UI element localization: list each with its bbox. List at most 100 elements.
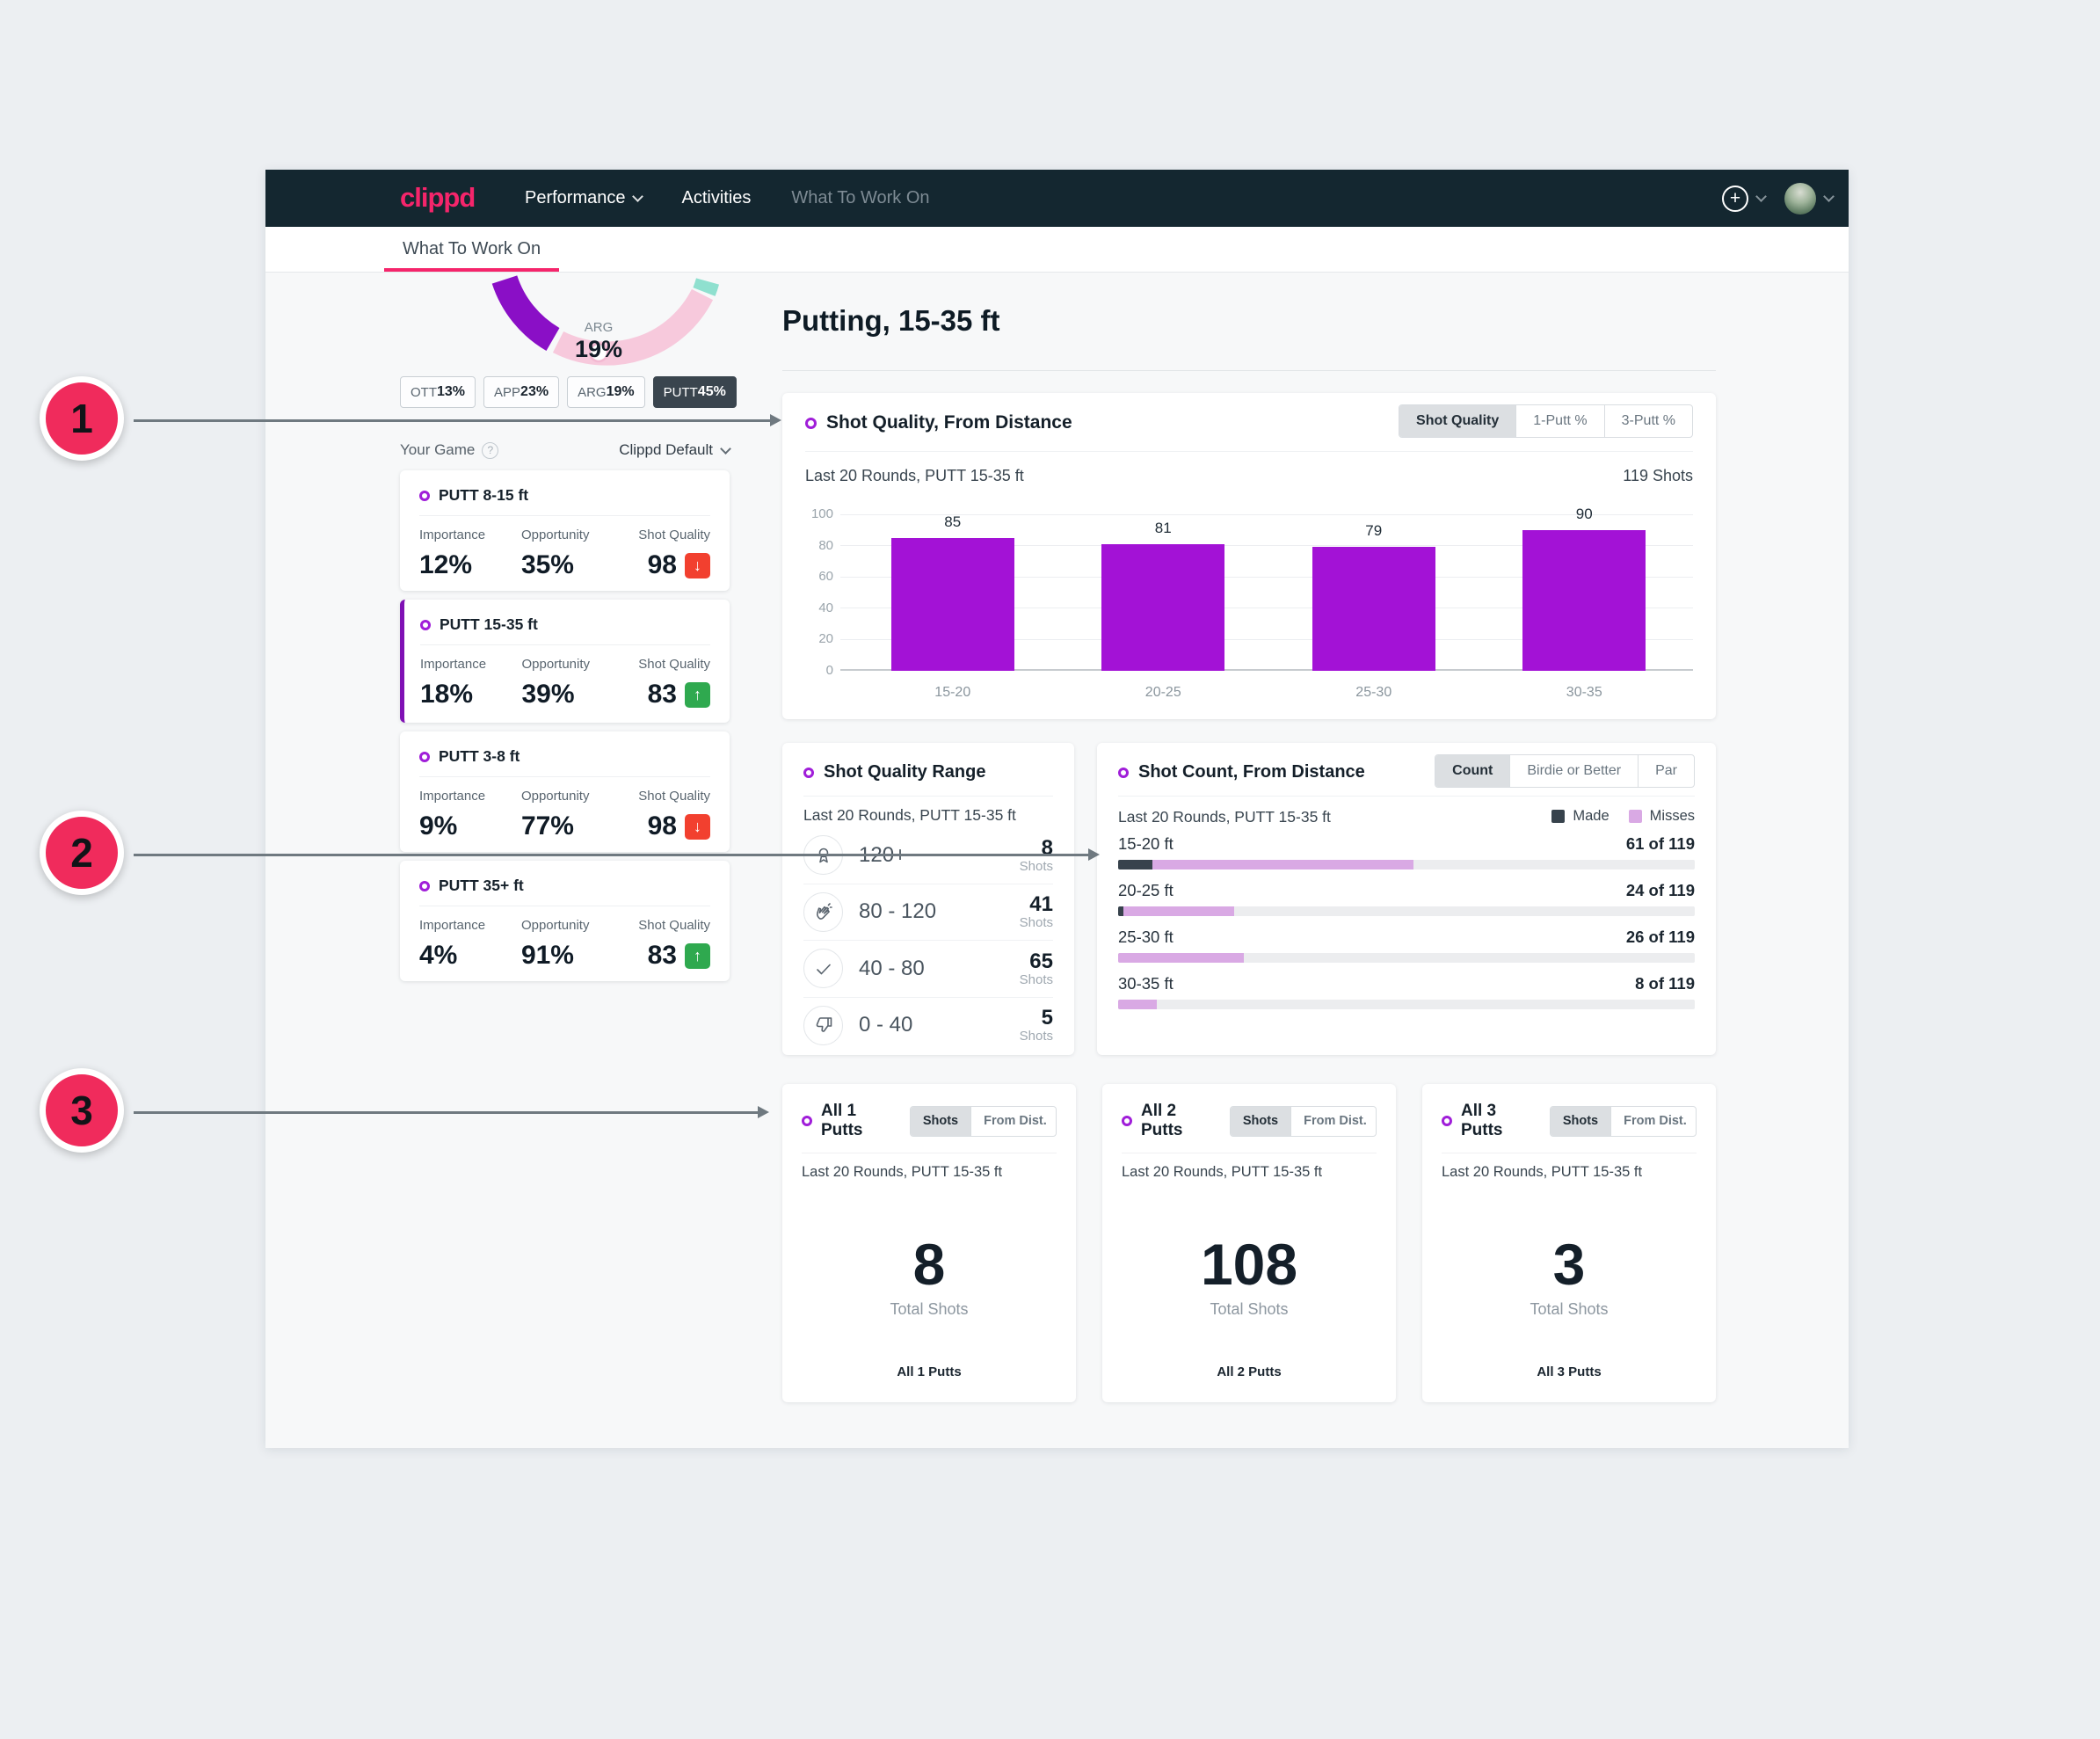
category-chip[interactable]: PUTT 45% bbox=[652, 376, 737, 408]
range-unit: Shots bbox=[1019, 915, 1053, 931]
annotation-badge-1: 1 bbox=[40, 376, 124, 461]
y-tick-label: 100 bbox=[810, 506, 833, 521]
nav-right-group: + bbox=[1722, 170, 1835, 227]
importance-label: Importance bbox=[420, 657, 487, 672]
chevron-down-icon bbox=[720, 442, 731, 455]
card-header: PUTT 3-8 ft bbox=[419, 747, 710, 766]
opportunity-label: Opportunity bbox=[520, 789, 590, 804]
shot-quality-value: 83 bbox=[647, 941, 677, 970]
card-title: All 1 Putts bbox=[821, 1102, 863, 1139]
category-chips: OTT 13% APP 23% ARG 19% PUTT 45% bbox=[400, 376, 737, 408]
y-tick-label: 20 bbox=[818, 631, 833, 647]
total-shots-value: 8 bbox=[912, 1232, 946, 1297]
add-icon[interactable]: + bbox=[1722, 185, 1748, 212]
chip-label: PUTT bbox=[663, 384, 698, 400]
putt-category-card[interactable]: PUTT 35+ ft Importance 4% Opportunity 91… bbox=[400, 861, 730, 981]
gridline bbox=[840, 545, 1693, 547]
chip-value: 19% bbox=[606, 384, 635, 399]
putt-category-card[interactable]: PUTT 8-15 ft Importance 12% Opportunity … bbox=[400, 470, 730, 591]
gauge-purple-segment bbox=[491, 274, 560, 351]
importance-value: 9% bbox=[419, 811, 458, 840]
x-tick-label: 20-25 bbox=[1144, 685, 1181, 700]
card-title: PUTT 8-15 ft bbox=[439, 486, 529, 504]
card-subtitle: Last 20 Rounds, PUTT 15-35 ft bbox=[805, 467, 1024, 484]
chip-value: 13% bbox=[437, 384, 466, 399]
range-count: 65 bbox=[1029, 949, 1053, 973]
sub-tabbar: What To Work On bbox=[265, 227, 1849, 273]
card-title: All 2 Putts bbox=[1141, 1102, 1183, 1139]
card-title: Shot Quality, From Distance bbox=[826, 412, 1072, 433]
category-chip[interactable]: OTT 13% bbox=[400, 376, 476, 408]
range-unit: Shots bbox=[1019, 1029, 1053, 1044]
shot-count-row: 15-20 ft 61 of 119 bbox=[1118, 834, 1695, 870]
shot-quality-value: 98 bbox=[647, 550, 677, 579]
total-shots-value: 108 bbox=[1200, 1232, 1298, 1297]
tab-from-dist-[interactable]: From Dist. bbox=[1610, 1106, 1696, 1136]
tab-group: Shots From Dist. bbox=[1549, 1105, 1697, 1137]
misses-bar-segment bbox=[1152, 860, 1414, 870]
nav-items: Performance Activities What To Work On bbox=[525, 170, 930, 227]
card-subtitle: Last 20 Rounds, PUTT 15-35 ft bbox=[803, 806, 1016, 824]
trend-arrow-icon: ↑ bbox=[685, 942, 710, 969]
range-label: 0 - 40 bbox=[859, 1013, 913, 1037]
shot-quality-label: Shot Quality bbox=[638, 789, 710, 804]
range-label: 40 - 80 bbox=[859, 956, 925, 980]
avatar[interactable] bbox=[1784, 182, 1816, 215]
bar-value-label: 81 bbox=[1154, 519, 1172, 536]
total-shots-label: Total Shots bbox=[890, 1300, 969, 1318]
tab-from-dist-[interactable]: From Dist. bbox=[1290, 1106, 1376, 1136]
count-value: 61 of 119 bbox=[1625, 834, 1695, 853]
chip-value: 23% bbox=[520, 384, 549, 399]
putt-category-card[interactable]: PUTT 3-8 ft Importance 9% Opportunity 77… bbox=[400, 731, 730, 852]
chevron-down-icon[interactable] bbox=[1755, 191, 1767, 202]
trend-arrow-icon: ↓ bbox=[685, 552, 710, 578]
card-header: PUTT 35+ ft bbox=[419, 877, 710, 895]
x-tick-label: 15-20 bbox=[934, 685, 971, 700]
tab-birdie-or-better[interactable]: Birdie or Better bbox=[1509, 755, 1638, 787]
x-tick-label: 30-35 bbox=[1566, 685, 1602, 700]
tab-shots[interactable]: Shots bbox=[1550, 1106, 1611, 1136]
chevron-down-icon[interactable] bbox=[1823, 191, 1835, 202]
gauge-value: 19% bbox=[574, 336, 623, 362]
opportunity-value: 91% bbox=[520, 941, 574, 970]
nav-item[interactable]: Performance bbox=[525, 188, 643, 208]
shot-quality-range-card: Shot Quality Range Last 20 Rounds, PUTT … bbox=[782, 743, 1074, 1055]
clippd-logo[interactable]: clippd bbox=[400, 182, 476, 213]
gridline bbox=[840, 576, 1693, 578]
category-chip[interactable]: APP 23% bbox=[483, 376, 560, 408]
tab-from-dist-[interactable]: From Dist. bbox=[970, 1106, 1056, 1136]
help-icon[interactable]: ? bbox=[482, 441, 499, 459]
misses-legend-swatch bbox=[1628, 810, 1642, 823]
chip-label: APP bbox=[494, 384, 521, 400]
card-title: PUTT 35+ ft bbox=[439, 877, 524, 894]
made-legend-label: Made bbox=[1573, 808, 1610, 824]
nav-item[interactable]: Activities bbox=[682, 188, 752, 208]
range-count: 8 bbox=[1041, 835, 1053, 860]
y-tick-label: 0 bbox=[825, 663, 833, 678]
quality-range-row: 80 - 120 41 Shots bbox=[803, 883, 1053, 941]
tab-group: Shot Quality 1-Putt % 3-Putt % bbox=[1399, 404, 1693, 438]
tab-what-to-work-on[interactable]: What To Work On bbox=[384, 227, 560, 272]
tab-3-putt-[interactable]: 3-Putt % bbox=[1603, 405, 1692, 437]
shot-quality-value: 98 bbox=[647, 811, 677, 840]
annotation-arrow-3 bbox=[134, 1106, 769, 1118]
tab-par[interactable]: Par bbox=[1638, 755, 1694, 787]
tab-shots[interactable]: Shots bbox=[1230, 1106, 1291, 1136]
tab-1-putt-[interactable]: 1-Putt % bbox=[1515, 405, 1603, 437]
tab-shots[interactable]: Shots bbox=[910, 1106, 971, 1136]
preset-dropdown[interactable]: Clippd Default bbox=[619, 441, 731, 459]
nav-item[interactable]: What To Work On bbox=[791, 188, 929, 208]
card-title: PUTT 3-8 ft bbox=[439, 747, 520, 765]
category-ring-icon bbox=[1118, 767, 1129, 778]
count-bar-track bbox=[1118, 1000, 1695, 1009]
putt-category-card[interactable]: PUTT 15-35 ft Importance 18% Opportunity… bbox=[400, 600, 730, 723]
category-ring-icon bbox=[1122, 1116, 1132, 1126]
annotation-badge-3: 3 bbox=[40, 1068, 124, 1153]
tab-count[interactable]: Count bbox=[1435, 755, 1510, 787]
made-bar-segment bbox=[1118, 860, 1152, 870]
tab-shot-quality[interactable]: Shot Quality bbox=[1399, 405, 1516, 437]
category-chip[interactable]: ARG 19% bbox=[567, 376, 645, 408]
top-navbar: clippd Performance Activities What To Wo… bbox=[265, 170, 1849, 227]
category-ring-icon bbox=[1442, 1116, 1452, 1126]
